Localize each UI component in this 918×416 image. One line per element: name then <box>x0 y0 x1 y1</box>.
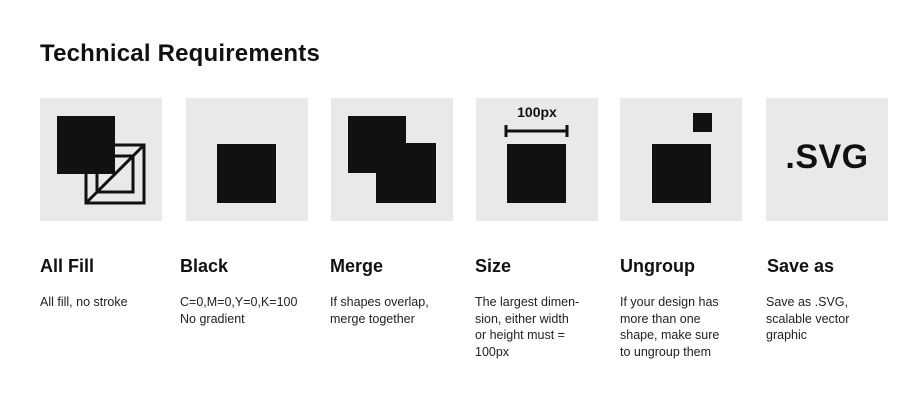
page-title: Technical Requirements <box>40 40 321 67</box>
ungroup-tile <box>620 98 742 221</box>
desc-line: No gradient <box>180 311 245 326</box>
desc-line: C=0,M=0,Y=0,K=100 <box>180 295 298 309</box>
desc-black: C=0,M=0,Y=0,K=100 No gradient <box>180 294 297 327</box>
heading-merge: Merge <box>330 256 384 276</box>
heading-size: Size <box>475 256 512 276</box>
size-tile: 100px <box>476 98 598 221</box>
black-tile <box>186 98 308 221</box>
merged-squares-icon <box>348 116 436 203</box>
desc-line: to ungroup them <box>620 344 712 359</box>
svg-format-icon: .SVG <box>785 138 869 176</box>
size-measure-icon <box>504 125 569 203</box>
separated-squares-icon <box>652 113 712 203</box>
desc-line: If shapes overlap, <box>330 295 429 309</box>
desc-all-fill: All fill, no stroke <box>40 294 128 311</box>
overlapping-squares-outline-icon <box>57 116 146 205</box>
size-label: 100px <box>517 104 557 120</box>
desc-line: Save as .SVG, <box>766 295 848 309</box>
save-as-tile: .SVG <box>766 98 888 221</box>
all-fill-tile <box>40 98 162 221</box>
desc-line: All fill, no stroke <box>40 295 128 309</box>
desc-line: shape, make sure <box>620 328 720 342</box>
heading-all-fill: All Fill <box>40 256 94 276</box>
desc-line: sion, either width <box>475 311 569 326</box>
desc-line: more than one <box>620 311 701 326</box>
black-square-icon <box>217 144 276 203</box>
desc-line: The largest dimen- <box>475 295 580 309</box>
desc-line: merge together <box>330 311 415 326</box>
merge-tile <box>331 98 453 221</box>
heading-save-as: Save as <box>767 256 835 276</box>
desc-ungroup: If your design has more than one shape, … <box>620 294 719 360</box>
heading-ungroup: Ungroup <box>620 256 695 276</box>
desc-line: 100px <box>475 344 510 359</box>
desc-line: graphic <box>766 328 807 342</box>
desc-line: or height must = <box>475 328 565 342</box>
desc-line: scalable vector <box>766 311 850 326</box>
desc-size: The largest dimen- sion, either width or… <box>475 294 579 360</box>
desc-line: If your design has <box>620 295 719 309</box>
heading-black: Black <box>180 256 229 276</box>
desc-save-as: Save as .SVG, scalable vector graphic <box>766 294 849 344</box>
desc-merge: If shapes overlap, merge together <box>330 294 429 327</box>
